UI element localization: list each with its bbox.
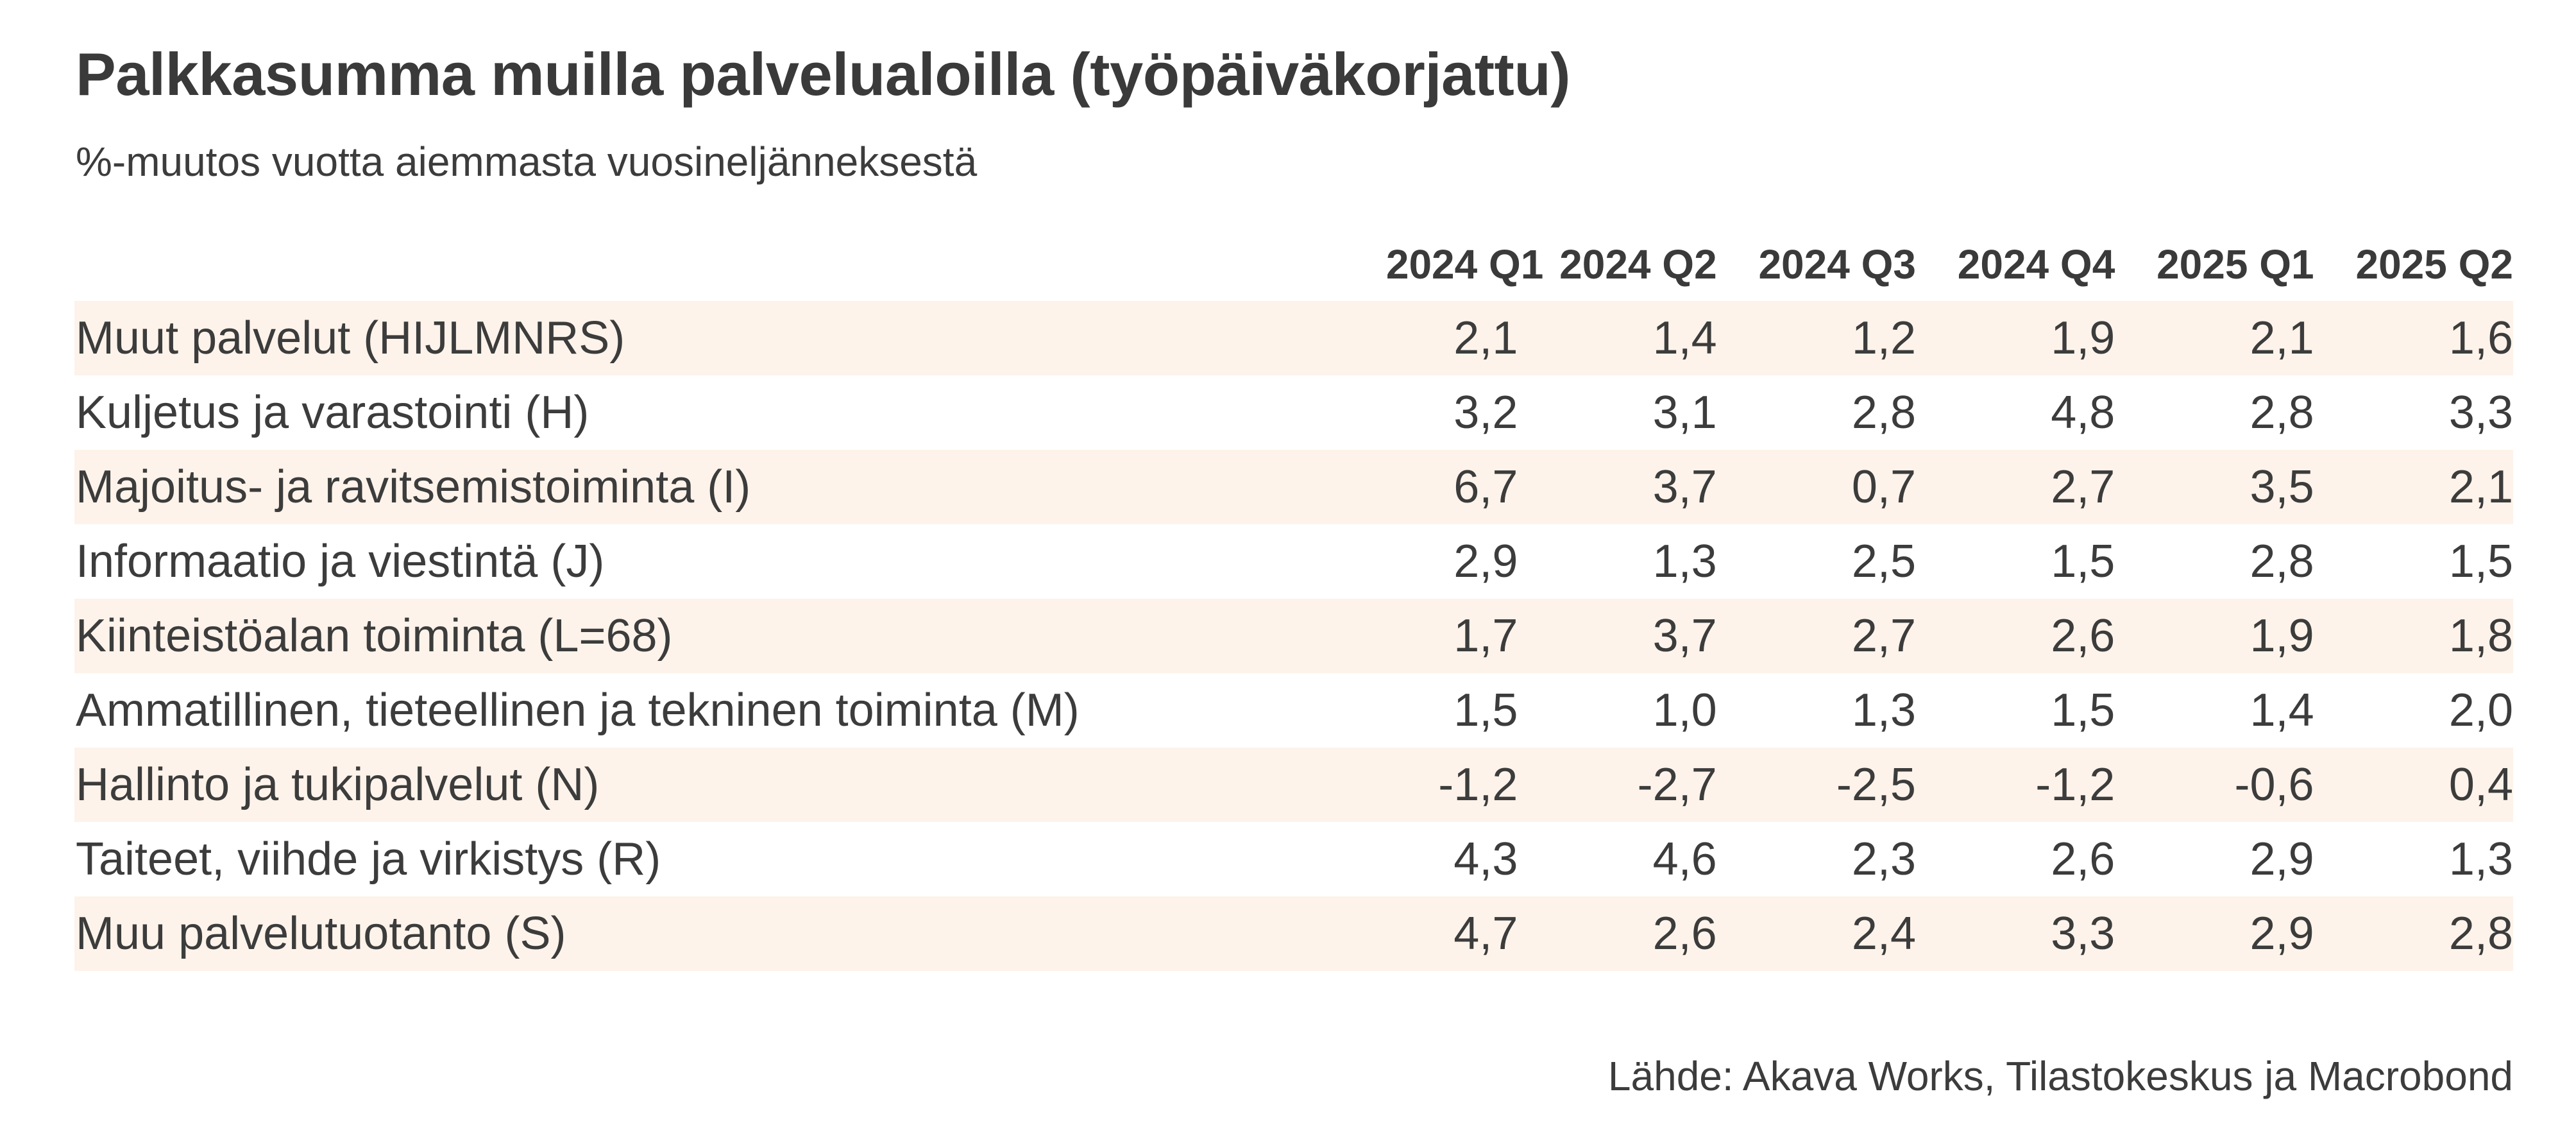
value-cell: 2,6 (1915, 822, 2115, 896)
value-cell: 1,4 (2115, 673, 2314, 748)
table-row: Muut palvelut (HIJLMNRS) 2,1 1,4 1,2 1,9… (74, 301, 2513, 375)
table-row: Majoitus- ja ravitsemistoiminta (I) 6,7 … (74, 450, 2513, 524)
value-cell: 1,5 (2314, 524, 2513, 599)
row-label: Majoitus- ja ravitsemistoiminta (I) (74, 450, 1386, 524)
value-cell: 1,7 (1385, 599, 1518, 673)
column-header: 2024 Q2 (1559, 241, 1717, 287)
column-header: 2024 Q3 (1758, 241, 1916, 287)
value-cell: 1,6 (2314, 301, 2513, 375)
value-cell: 2,9 (2115, 896, 2314, 971)
value-cell: 3,1 (1518, 375, 1717, 450)
value-cell: 0,4 (2314, 748, 2513, 822)
row-label: Muu palvelutuotanto (S) (74, 896, 1386, 971)
value-cell: 2,9 (2115, 822, 2314, 896)
value-cell: 1,5 (1915, 524, 2115, 599)
value-cell: 2,7 (1915, 450, 2115, 524)
page-subtitle: %-muutos vuotta aiemmasta vuosineljännek… (76, 139, 978, 185)
value-cell: 3,3 (1915, 896, 2115, 971)
table-row: Kiinteistöalan toiminta (L=68) 1,7 3,7 2… (74, 599, 2513, 673)
value-cell: 1,8 (2314, 599, 2513, 673)
column-header: 2025 Q1 (2157, 241, 2314, 287)
value-cell: 2,1 (1385, 301, 1518, 375)
value-cell: 6,7 (1385, 450, 1518, 524)
value-cell: 3,5 (2115, 450, 2314, 524)
value-cell: 1,9 (2115, 599, 2314, 673)
value-cell: 2,6 (1518, 896, 1717, 971)
value-cell: 2,4 (1716, 896, 1916, 971)
row-label: Taiteet, viihde ja virkistys (R) (74, 822, 1386, 896)
value-cell: -1,2 (1915, 748, 2115, 822)
value-cell: 2,1 (2115, 301, 2314, 375)
row-label: Kiinteistöalan toiminta (L=68) (74, 599, 1386, 673)
value-cell: 1,3 (1716, 673, 1916, 748)
value-cell: 2,0 (2314, 673, 2513, 748)
value-cell: 1,3 (2314, 822, 2513, 896)
table-row: Hallinto ja tukipalvelut (N) -1,2 -2,7 -… (74, 748, 2513, 822)
value-cell: 2,5 (1716, 524, 1916, 599)
table-row: Informaatio ja viestintä (J) 2,9 1,3 2,5… (74, 524, 2513, 599)
table-row: Ammatillinen, tieteellinen ja tekninen t… (74, 673, 2513, 748)
column-header: 2024 Q4 (1957, 241, 2115, 287)
value-cell: 2,1 (2314, 450, 2513, 524)
table-body: Muut palvelut (HIJLMNRS) 2,1 1,4 1,2 1,9… (74, 301, 2513, 971)
value-cell: 1,2 (1716, 301, 1916, 375)
value-cell: 4,6 (1518, 822, 1717, 896)
value-cell: -2,5 (1716, 748, 1916, 822)
value-cell: 3,7 (1518, 450, 1717, 524)
source-note: Lähde: Akava Works, Tilastokeskus ja Mac… (1607, 1053, 2513, 1099)
row-label: Hallinto ja tukipalvelut (N) (74, 748, 1386, 822)
value-cell: 3,3 (2314, 375, 2513, 450)
value-cell: -2,7 (1518, 748, 1717, 822)
page-title: Palkkasumma muilla palvelualoilla (työpä… (76, 40, 1571, 108)
value-cell: 2,8 (2115, 524, 2314, 599)
column-header: 2025 Q2 (2355, 241, 2513, 287)
table-header-row: 2024 Q1 2024 Q2 2024 Q3 2024 Q4 2025 Q1 … (74, 228, 2513, 301)
value-cell: 2,9 (1385, 524, 1518, 599)
value-cell: 2,6 (1915, 599, 2115, 673)
value-cell: 0,7 (1716, 450, 1916, 524)
header-label-cell (74, 228, 1386, 301)
value-cell: 1,9 (1915, 301, 2115, 375)
value-cell: -1,2 (1385, 748, 1518, 822)
table-row: Kuljetus ja varastointi (H) 3,2 3,1 2,8 … (74, 375, 2513, 450)
value-cell: 2,7 (1716, 599, 1916, 673)
value-cell: 1,3 (1518, 524, 1717, 599)
value-cell: -0,6 (2115, 748, 2314, 822)
row-label: Kuljetus ja varastointi (H) (74, 375, 1386, 450)
table-row: Taiteet, viihde ja virkistys (R) 4,3 4,6… (74, 822, 2513, 896)
value-cell: 3,2 (1385, 375, 1518, 450)
data-table: 2024 Q1 2024 Q2 2024 Q3 2024 Q4 2025 Q1 … (74, 228, 2513, 971)
value-cell: 4,8 (1915, 375, 2115, 450)
row-label: Informaatio ja viestintä (J) (74, 524, 1386, 599)
value-cell: 1,4 (1518, 301, 1717, 375)
column-header: 2024 Q1 (1385, 241, 1544, 287)
value-cell: 1,0 (1518, 673, 1717, 748)
value-cell: 4,7 (1385, 896, 1518, 971)
row-label: Muut palvelut (HIJLMNRS) (74, 301, 1386, 375)
value-cell: 4,3 (1385, 822, 1518, 896)
table-row: Muu palvelutuotanto (S) 4,7 2,6 2,4 3,3 … (74, 896, 2513, 971)
value-cell: 2,8 (1716, 375, 1916, 450)
value-cell: 1,5 (1915, 673, 2115, 748)
value-cell: 2,8 (2115, 375, 2314, 450)
row-label: Ammatillinen, tieteellinen ja tekninen t… (74, 673, 1386, 748)
value-cell: 2,8 (2314, 896, 2513, 971)
value-cell: 1,5 (1385, 673, 1518, 748)
value-cell: 3,7 (1518, 599, 1717, 673)
value-cell: 2,3 (1716, 822, 1916, 896)
